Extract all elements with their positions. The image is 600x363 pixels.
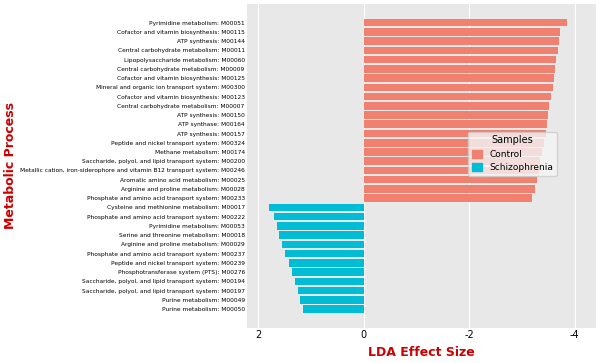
Bar [364, 130, 545, 137]
Bar [300, 296, 364, 303]
Bar [364, 28, 560, 36]
Bar [298, 287, 364, 294]
Bar [364, 46, 558, 54]
Bar [277, 222, 364, 230]
Bar [295, 278, 364, 285]
Bar [282, 241, 364, 248]
Y-axis label: Metabolic Process: Metabolic Process [4, 102, 17, 229]
Bar [364, 167, 539, 174]
Bar [274, 213, 364, 220]
Bar [364, 93, 551, 100]
Bar [364, 194, 532, 202]
Bar [292, 268, 364, 276]
Bar [364, 83, 553, 91]
X-axis label: LDA Effect Size: LDA Effect Size [368, 346, 475, 359]
Bar [364, 19, 567, 26]
Bar [364, 37, 559, 45]
Bar [364, 74, 554, 82]
Bar [286, 250, 364, 257]
Bar [364, 185, 535, 193]
Bar [364, 176, 537, 183]
Bar [364, 121, 547, 128]
Bar [279, 231, 364, 239]
Bar [364, 158, 541, 165]
Bar [364, 148, 542, 156]
Bar [269, 204, 364, 211]
Legend: Control, Schizophrenia: Control, Schizophrenia [468, 131, 557, 176]
Bar [364, 56, 556, 64]
Bar [364, 102, 550, 110]
Bar [364, 139, 544, 147]
Bar [289, 259, 364, 266]
Bar [303, 305, 364, 313]
Bar [364, 65, 554, 73]
Bar [364, 111, 548, 119]
